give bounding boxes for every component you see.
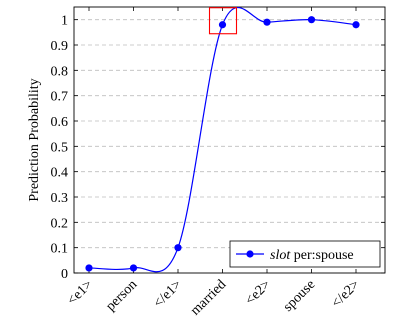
legend-label: slot per:spouse [270,248,354,263]
data-point [174,244,182,252]
x-tick-label: person [103,277,140,314]
x-tick-label: </e2> [329,277,363,311]
data-point [352,21,360,29]
y-tick-label: 0.1 [51,242,69,257]
y-tick-label: 1 [61,14,68,29]
data-point [263,18,271,26]
y-tick-label: 0 [61,267,68,282]
data-point [307,16,316,24]
series-line [88,7,357,273]
legend-marker [246,250,254,258]
y-tick-label: 0.8 [51,64,69,79]
y-tick-label: 0.6 [51,115,69,130]
highlight [208,7,238,35]
legend-label-italic: slot [270,248,291,263]
series [85,7,360,273]
legend-label-plain: per:spouse [290,248,353,263]
y-tick-label: 0.2 [51,216,69,231]
x-tick-label: married [188,277,229,318]
x-tick-label: spouse [281,277,319,315]
y-tick-label: 0.4 [51,166,69,181]
y-tick-label: 0.9 [51,39,69,54]
y-tick-label: 0.5 [51,140,69,155]
x-tick-label: </e1> [151,277,185,311]
x-tick-label: <e1> [65,277,96,308]
y-axis-label: Prediction Probability [27,78,42,201]
y-tick-label: 0.7 [51,90,69,105]
data-point [129,264,138,272]
legend: slot per:spouse [229,240,381,268]
plot-frame [73,6,386,274]
x-tick-label: <e2> [243,277,274,308]
data-point [218,21,227,29]
data-point [85,264,93,272]
grid-lines [74,19,385,249]
axes [73,6,386,274]
highlight-box [208,7,238,35]
y-tick-label: 0.3 [51,191,69,206]
